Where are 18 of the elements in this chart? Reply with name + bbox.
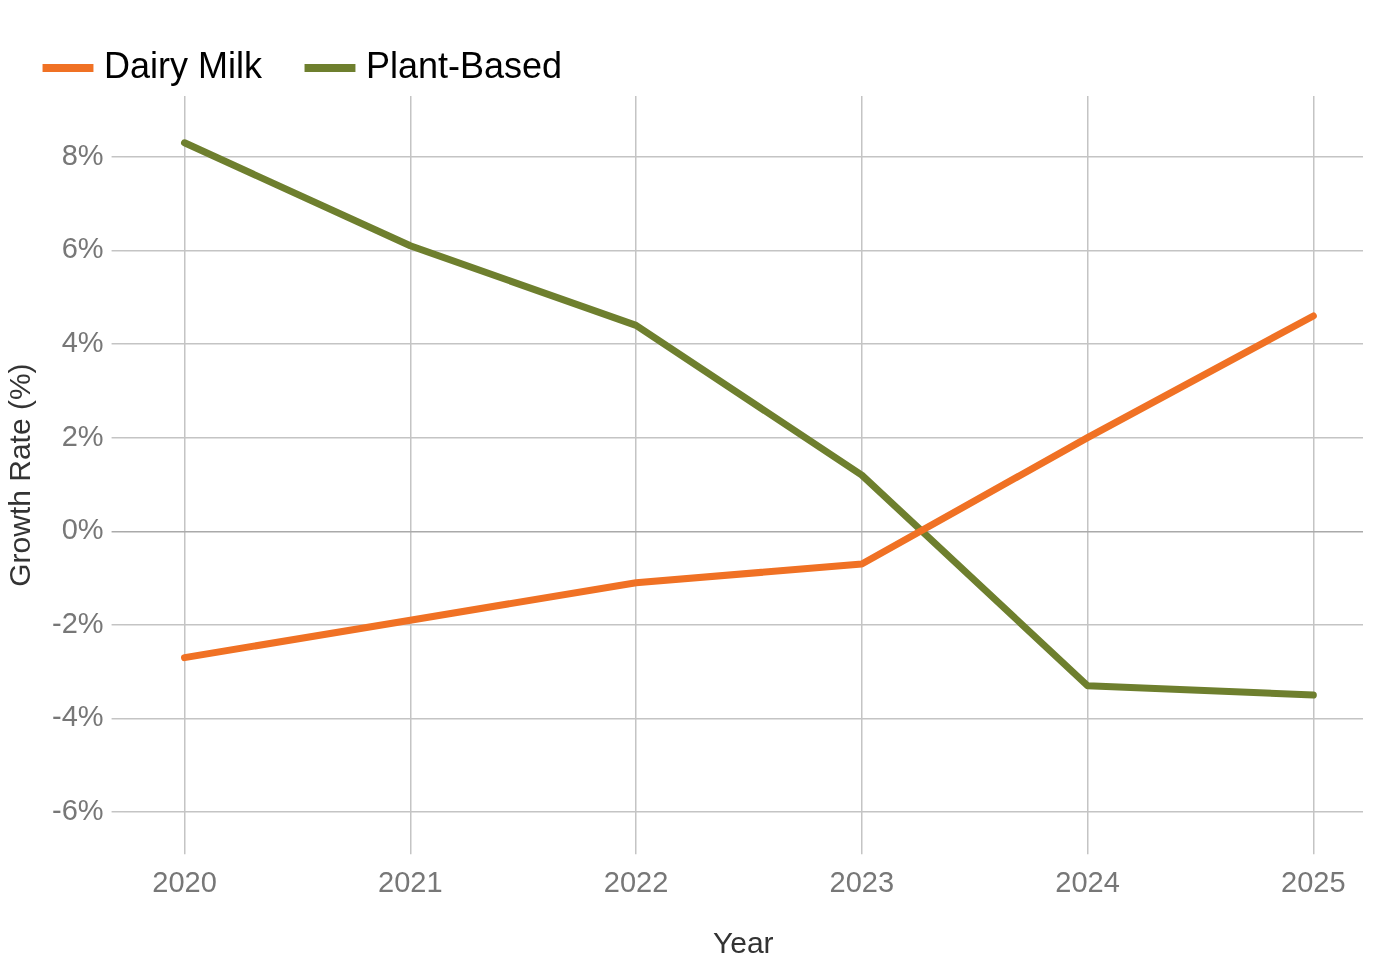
x-tick-label: 2021 [378,865,443,898]
y-tick-label: 0% [61,513,104,546]
y-tick-label: 6% [61,232,104,265]
x-tick-label: 2024 [1055,865,1120,898]
y-tick-label: -6% [51,794,104,827]
legend-label: Dairy Milk [104,44,263,86]
y-tick-label: 2% [61,419,104,452]
x-tick-label: 2023 [829,865,895,898]
x-tick-label: 2025 [1281,865,1346,898]
y-tick-label: -4% [51,700,104,733]
y-axis-title: Growth Rate (%) [3,363,37,587]
x-axis-title: Year [712,926,774,960]
y-tick-label: 4% [61,326,104,359]
y-tick-label: -2% [51,606,104,639]
y-tick-label: 8% [61,138,104,171]
x-tick-label: 2022 [603,865,669,898]
legend-label: Plant-Based [365,44,563,86]
x-tick-label: 2020 [152,865,217,898]
